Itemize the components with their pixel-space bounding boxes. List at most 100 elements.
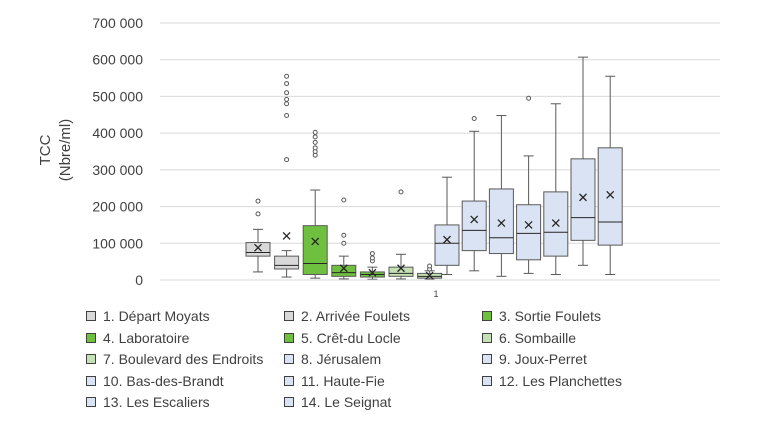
legend-swatch bbox=[284, 397, 294, 407]
outlier-point bbox=[255, 211, 261, 217]
box-12 bbox=[543, 103, 569, 275]
legend-label: 2. Arrivée Foulets bbox=[301, 308, 410, 324]
x-tick-label: 1 bbox=[433, 289, 438, 299]
legend-label: 13. Les Escaliers bbox=[103, 394, 210, 410]
legend-item: 13. Les Escaliers bbox=[86, 394, 210, 410]
legend-item: 12. Les Planchettes bbox=[482, 373, 622, 389]
box-2 bbox=[274, 73, 300, 278]
outlier-point bbox=[284, 113, 290, 119]
mean-marker bbox=[443, 235, 451, 244]
legend-swatch bbox=[482, 354, 492, 364]
box-13 bbox=[570, 56, 596, 266]
legend-swatch bbox=[86, 354, 96, 364]
outlier-point bbox=[526, 95, 532, 101]
legend-label: 10. Bas-des-Brandt bbox=[103, 372, 224, 389]
mean-marker bbox=[579, 193, 587, 202]
iqr-box bbox=[245, 242, 271, 257]
legend-item: 11. Haute-Fie bbox=[284, 373, 385, 389]
legend-swatch bbox=[86, 375, 96, 386]
y-axis: 0 100 000 200 000 300 000 400 000 500 000 600 … bbox=[92, 15, 143, 288]
iqr-box bbox=[597, 147, 623, 246]
iqr-box bbox=[274, 255, 300, 270]
mean-marker bbox=[311, 237, 320, 246]
legend-swatch bbox=[86, 397, 96, 407]
legend-swatch bbox=[482, 311, 492, 321]
y-tick-label: 100 000 bbox=[92, 235, 143, 251]
outlier-point bbox=[369, 251, 375, 257]
legend-item: 1. Départ Moyats bbox=[86, 308, 210, 324]
mean-marker bbox=[282, 231, 291, 240]
outlier-point bbox=[369, 255, 375, 261]
outlier-point bbox=[471, 115, 477, 121]
iqr-box bbox=[516, 204, 542, 261]
outlier-point bbox=[312, 139, 318, 145]
y-tick-label: 700 000 bbox=[92, 15, 143, 31]
box-7 bbox=[417, 263, 443, 280]
box-9 bbox=[461, 115, 487, 272]
legend-swatch bbox=[86, 311, 96, 321]
y-tick-label: 300 000 bbox=[92, 162, 143, 178]
iqr-box bbox=[570, 158, 596, 241]
outlier-point bbox=[284, 73, 290, 79]
legend-label: 12. Les Planchettes bbox=[499, 372, 622, 389]
box-14 bbox=[597, 75, 623, 275]
mean-marker bbox=[368, 268, 377, 277]
legend-item: 10. Bas-des-Brandt bbox=[86, 373, 224, 389]
outlier-point bbox=[284, 90, 290, 96]
legend-label: 14. Le Seignat bbox=[301, 394, 392, 410]
iqr-box bbox=[302, 225, 328, 275]
mean-marker bbox=[497, 219, 506, 228]
legend-label: 3. Sortie Foulets bbox=[499, 308, 601, 324]
legend: 1. Départ Moyats 2. Arrivée Foulets 3. Sor… bbox=[86, 308, 706, 428]
y-axis-unit: (Nbre/ml) bbox=[57, 119, 74, 182]
legend-item: 4. Laboratoire bbox=[86, 330, 189, 346]
mean-marker bbox=[470, 215, 479, 224]
box-10 bbox=[488, 115, 514, 277]
mean-marker bbox=[524, 220, 533, 229]
y-tick-label: 500 000 bbox=[92, 88, 143, 104]
outlier-point bbox=[312, 129, 318, 135]
mean-marker bbox=[254, 243, 262, 252]
iqr-box bbox=[488, 188, 514, 255]
box-6 bbox=[388, 189, 414, 280]
box-4 bbox=[331, 197, 357, 280]
outlier-point bbox=[284, 157, 290, 163]
y-tick-label: 600 000 bbox=[92, 52, 143, 68]
y-axis-label: TCC (Nbre/ml) bbox=[37, 119, 74, 182]
box-series bbox=[245, 56, 623, 280]
legend-swatch bbox=[86, 332, 96, 343]
legend-label: 4. Laboratoire bbox=[103, 329, 190, 346]
x-axis: 1 bbox=[160, 279, 720, 299]
iqr-box bbox=[434, 224, 460, 266]
mean-marker bbox=[606, 190, 615, 199]
outlier-point bbox=[427, 263, 433, 269]
iqr-box bbox=[331, 264, 357, 277]
mean-marker bbox=[551, 219, 560, 228]
iqr-box bbox=[543, 191, 569, 257]
box-11 bbox=[516, 95, 542, 274]
legend-label: 11. Haute-Fie bbox=[301, 372, 385, 389]
outlier-point bbox=[312, 145, 318, 151]
legend-item: 9. Joux-Perret bbox=[482, 351, 587, 367]
legend-swatch bbox=[284, 332, 294, 343]
outlier-point bbox=[398, 189, 404, 195]
box-1 bbox=[245, 198, 271, 273]
legend-item: 7. Boulevard des Endroits bbox=[86, 351, 263, 367]
outlier-point bbox=[312, 134, 318, 140]
legend-swatch bbox=[284, 354, 294, 364]
legend-item: 14. Le Seignat bbox=[284, 394, 391, 410]
legend-item: 5. Crêt-du Locle bbox=[284, 330, 401, 346]
y-tick-label: 400 000 bbox=[92, 125, 143, 141]
legend-label: 5. Crêt-du Locle bbox=[301, 329, 401, 346]
outlier-point bbox=[284, 101, 290, 107]
legend-label: 1. Départ Moyats bbox=[103, 308, 210, 324]
outlier-point bbox=[255, 198, 261, 204]
legend-swatch bbox=[482, 375, 492, 386]
mean-marker bbox=[425, 271, 434, 280]
mean-marker bbox=[339, 264, 348, 273]
iqr-box bbox=[388, 266, 414, 277]
box-5 bbox=[359, 251, 385, 280]
outlier-point bbox=[341, 197, 347, 203]
legend-item: 2. Arrivée Foulets bbox=[284, 308, 410, 324]
y-tick-label: 0 bbox=[135, 272, 143, 288]
